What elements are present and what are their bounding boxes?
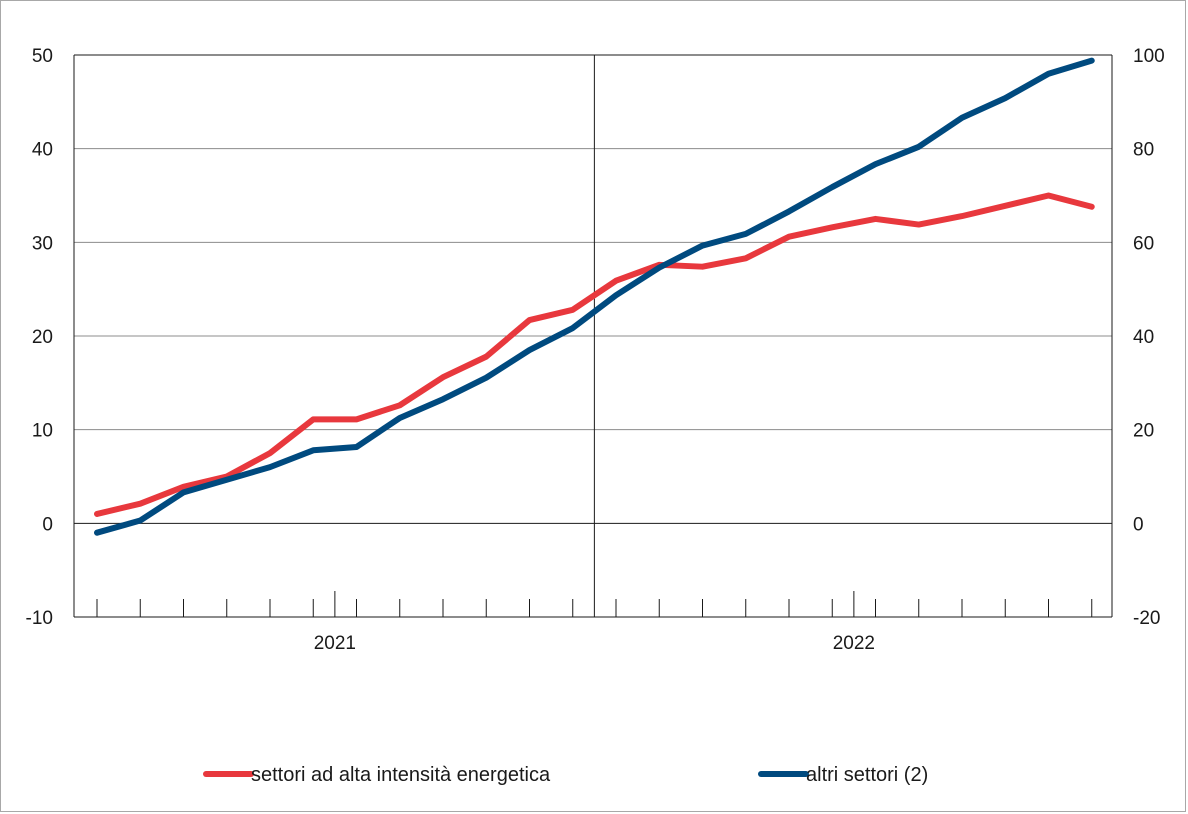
left-tick-label: 30 — [32, 233, 53, 254]
right-tick-label: 20 — [1133, 421, 1154, 442]
grid-lines — [74, 54, 1112, 618]
year-label: 2022 — [833, 633, 875, 654]
axes — [73, 54, 1113, 618]
left-tick-label: 0 — [42, 514, 53, 535]
right-tick-label: 60 — [1133, 233, 1154, 254]
legend-label: altri settori (2) — [806, 764, 928, 786]
right-tick-label: 100 — [1133, 46, 1165, 67]
right-tick-label: 40 — [1133, 327, 1154, 348]
left-tick-label: -10 — [26, 608, 53, 629]
right-tick-label: 0 — [1133, 514, 1144, 535]
left-tick-label: 40 — [32, 140, 53, 161]
left-tick-label: 50 — [32, 46, 53, 67]
left-tick-label: 20 — [32, 327, 53, 348]
right-tick-label: 80 — [1133, 140, 1154, 161]
series-line-2 — [94, 57, 1095, 536]
series-line-1 — [94, 192, 1095, 517]
right-axis-tick-labels: -20 0 20 40 60 80 100 — [1133, 46, 1165, 629]
legend: settori ad alta intensità energetica altr… — [203, 764, 928, 786]
legend-label: settori ad alta intensità energetica — [251, 764, 551, 786]
left-axis-tick-labels: -10 0 10 20 30 40 50 — [26, 46, 53, 629]
year-label: 2021 — [314, 633, 356, 654]
right-tick-label: -20 — [1133, 608, 1160, 629]
x-axis-ticks — [96, 591, 1093, 617]
x-axis-year-labels: 2021 2022 — [314, 633, 875, 654]
left-tick-label: 10 — [32, 421, 53, 442]
series-lines — [94, 57, 1095, 536]
